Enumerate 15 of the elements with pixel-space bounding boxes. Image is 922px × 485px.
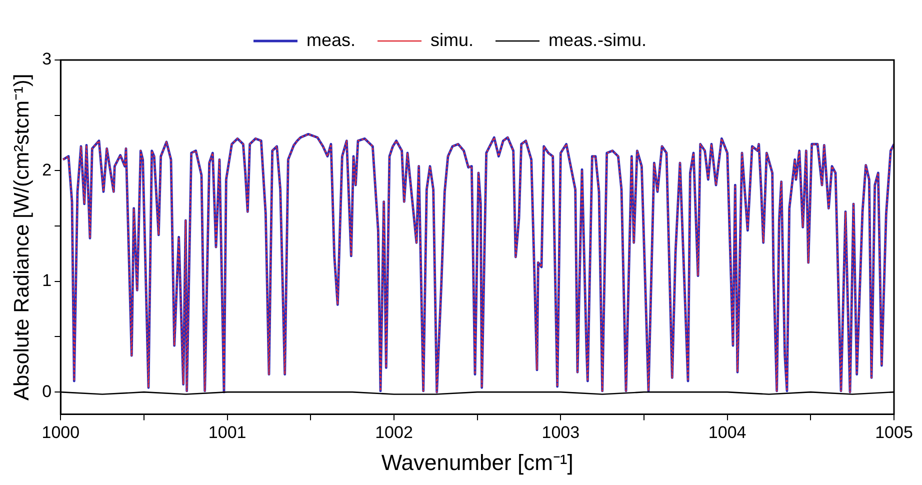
y-tick-label: 1 xyxy=(42,271,52,290)
x-tick-label: 1003 xyxy=(542,423,580,442)
x-tick-label: 1002 xyxy=(375,423,413,442)
x-axis-title: Wavenumber [cm⁻¹] xyxy=(381,450,574,475)
y-tick-label: 2 xyxy=(42,160,52,180)
legend-label: simu. xyxy=(430,30,474,50)
legend-label: meas. xyxy=(306,30,356,50)
x-tick-label: 1004 xyxy=(708,423,746,442)
x-tick-label: 1005 xyxy=(875,423,913,442)
x-tick-label: 1000 xyxy=(42,423,80,442)
legend-label: meas.-simu. xyxy=(548,30,647,50)
y-axis-title: Absolute Radiance [W/(cm²stcm⁻¹)] xyxy=(10,74,34,400)
x-tick-label: 1001 xyxy=(208,423,246,442)
y-tick-label: 3 xyxy=(42,50,52,69)
y-tick-label: 0 xyxy=(42,382,52,401)
